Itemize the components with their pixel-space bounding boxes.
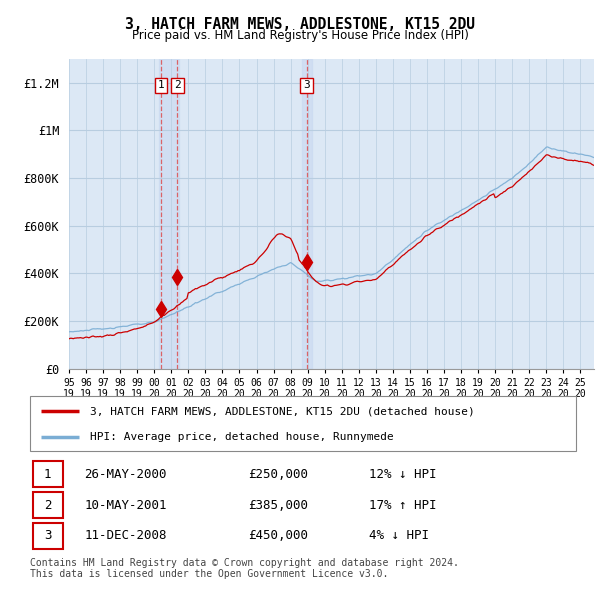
- Text: £385,000: £385,000: [248, 499, 308, 512]
- Text: HPI: Average price, detached house, Runnymede: HPI: Average price, detached house, Runn…: [90, 431, 394, 441]
- Text: £250,000: £250,000: [248, 468, 308, 481]
- FancyBboxPatch shape: [33, 461, 63, 487]
- Text: 3: 3: [44, 529, 52, 542]
- Text: 3: 3: [303, 80, 310, 90]
- Text: £450,000: £450,000: [248, 529, 308, 542]
- Text: 3, HATCH FARM MEWS, ADDLESTONE, KT15 2DU (detached house): 3, HATCH FARM MEWS, ADDLESTONE, KT15 2DU…: [90, 407, 475, 417]
- Text: 17% ↑ HPI: 17% ↑ HPI: [368, 499, 436, 512]
- Text: 1: 1: [44, 468, 52, 481]
- Text: Price paid vs. HM Land Registry's House Price Index (HPI): Price paid vs. HM Land Registry's House …: [131, 30, 469, 42]
- Bar: [302, 59, 312, 369]
- FancyBboxPatch shape: [30, 396, 576, 451]
- Text: 26-MAY-2000: 26-MAY-2000: [85, 468, 167, 481]
- Text: 2: 2: [44, 499, 52, 512]
- Text: 2: 2: [174, 80, 181, 90]
- Text: 3, HATCH FARM MEWS, ADDLESTONE, KT15 2DU: 3, HATCH FARM MEWS, ADDLESTONE, KT15 2DU: [125, 17, 475, 31]
- Text: 10-MAY-2001: 10-MAY-2001: [85, 499, 167, 512]
- Text: 11-DEC-2008: 11-DEC-2008: [85, 529, 167, 542]
- Text: 12% ↓ HPI: 12% ↓ HPI: [368, 468, 436, 481]
- Text: 1: 1: [157, 80, 164, 90]
- FancyBboxPatch shape: [33, 492, 63, 518]
- Text: Contains HM Land Registry data © Crown copyright and database right 2024.
This d: Contains HM Land Registry data © Crown c…: [30, 558, 459, 579]
- FancyBboxPatch shape: [33, 523, 63, 549]
- Bar: [159, 59, 179, 369]
- Text: 4% ↓ HPI: 4% ↓ HPI: [368, 529, 428, 542]
